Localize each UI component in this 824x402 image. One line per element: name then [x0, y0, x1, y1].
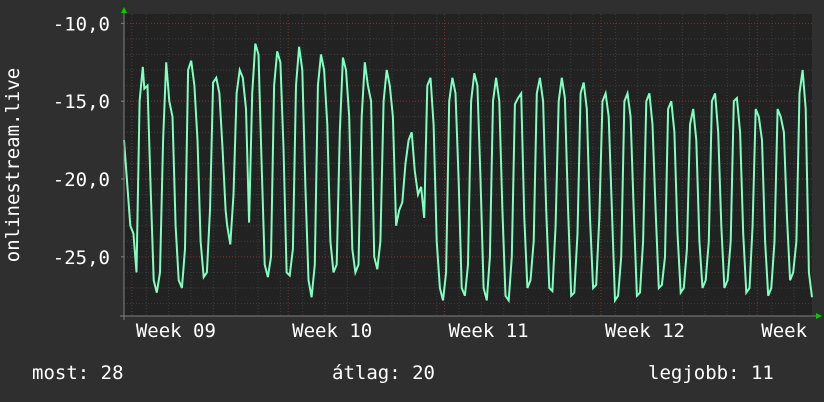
- footer-average: átlag: 20: [332, 362, 435, 384]
- x-tick-labels: Week 09 Week 10 Week 11 Week 12 Week: [136, 320, 808, 342]
- x-tick-label: Week 11: [449, 320, 529, 342]
- x-tick-label: Week: [761, 320, 807, 342]
- y-tick-label: -15,0: [53, 91, 110, 113]
- y-tick-label: -25,0: [53, 247, 110, 269]
- y-tick-label: -10,0: [53, 13, 110, 35]
- footer-best: legjobb: 11: [648, 362, 774, 384]
- y-axis-label: onlinestream.live: [2, 68, 24, 262]
- axes: [120, 7, 822, 320]
- grid-major: [124, 14, 812, 316]
- y-tick-label: -20,0: [53, 169, 110, 191]
- series-line-0: [123, 43, 813, 304]
- x-tick-label: Week 09: [136, 320, 216, 342]
- footer-current: most: 28: [32, 362, 124, 384]
- x-tick-label: Week 12: [605, 320, 685, 342]
- y-axis-arrow: [121, 7, 127, 13]
- series-layer: [123, 43, 813, 304]
- x-tick-label: Week 10: [292, 320, 372, 342]
- x-axis-arrow: [816, 313, 822, 319]
- y-tick-labels: -10,0 -15,0 -20,0 -25,0: [53, 13, 110, 269]
